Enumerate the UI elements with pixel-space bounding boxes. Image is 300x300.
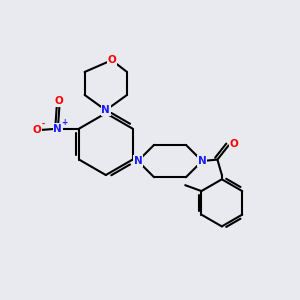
Text: O: O <box>107 55 116 65</box>
Text: N: N <box>198 156 206 166</box>
Text: N: N <box>53 124 62 134</box>
Text: +: + <box>61 118 67 127</box>
Text: O: O <box>33 125 42 135</box>
Text: -: - <box>42 119 45 128</box>
Text: O: O <box>55 96 64 106</box>
Text: N: N <box>101 105 110 115</box>
Text: O: O <box>230 139 238 149</box>
Text: N: N <box>134 156 142 166</box>
